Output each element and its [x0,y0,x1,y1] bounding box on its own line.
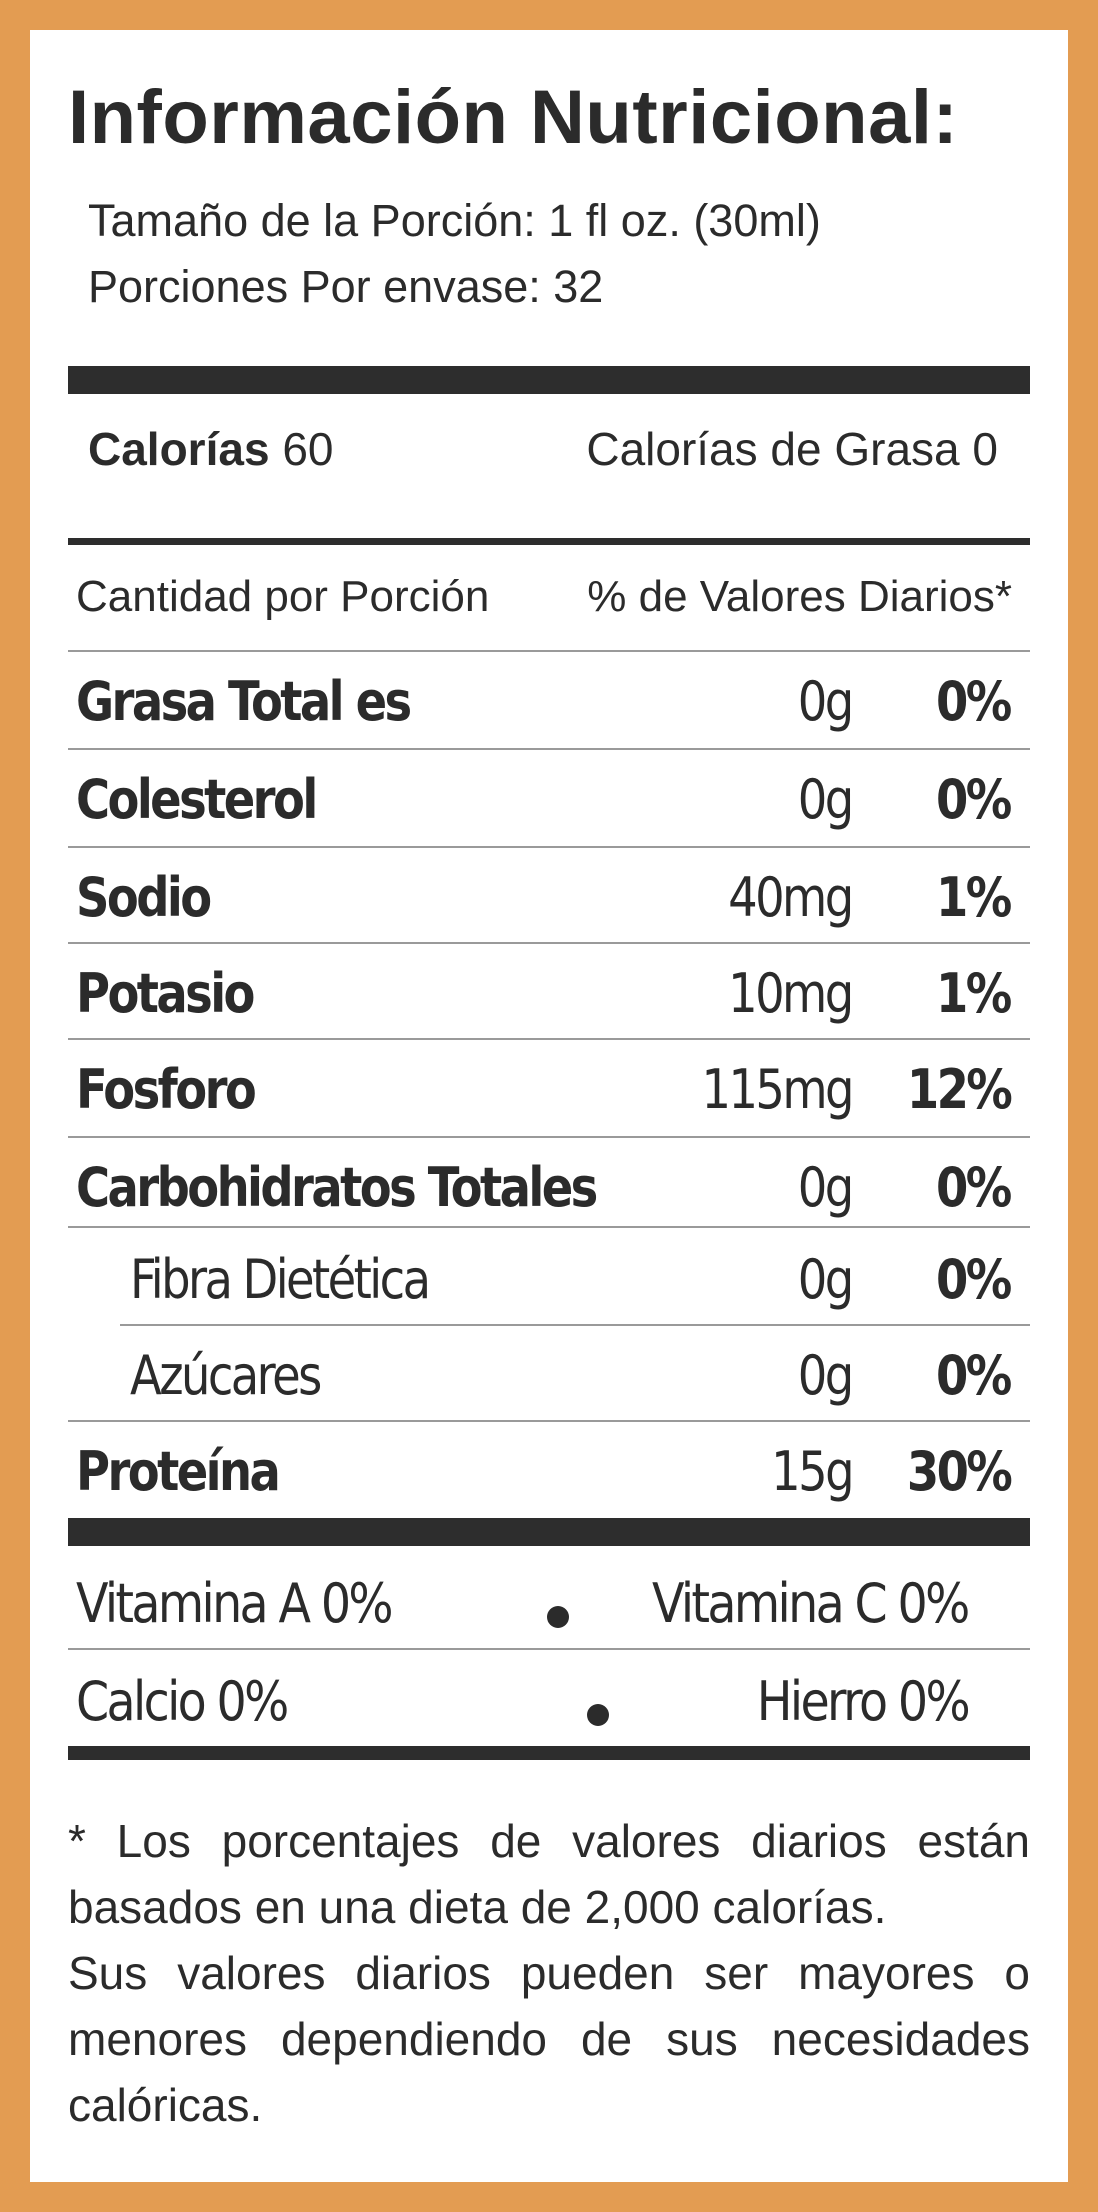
nutrient-amount: 40mg [728,866,855,929]
bullet-icon [587,1704,609,1726]
nutrient-name: Sodio [76,866,212,929]
nutrient-amount: 0g [798,670,854,733]
nutrient-row-cholesterol: Colesterol 0g 0% [68,750,1030,846]
amount-per-serving-label: Cantidad por Porción [76,572,490,621]
calories-label: Calorías [88,423,270,475]
row-divider [120,1324,1030,1326]
nutrient-row-protein: Proteína 15g 30% [68,1422,1030,1518]
row-divider [68,650,1030,652]
nutrient-amount: 10mg [728,962,855,1025]
calcium: Calcio 0% [76,1670,289,1733]
nutrient-daily-value: 0% [936,1344,1012,1407]
row-divider [68,1136,1030,1138]
nutrient-row-total-carbs: Carbohidratos Totales 0g 0% [68,1138,1030,1234]
nutrient-amount: 115mg [701,1058,855,1121]
nutrient-amount: 0g [798,768,854,831]
nutrient-daily-value: 0% [936,670,1012,733]
nutrient-row-sugars: Azúcares 0g 0% [68,1326,1030,1422]
vitamin-c: Vitamina C 0% [652,1572,970,1635]
nutrient-name: Proteína [76,1440,281,1503]
footnote: * Los porcentajes de valores diarios est… [68,1808,1030,2138]
label-title: Información Nutricional: [68,75,959,160]
nutrient-row-phosphorus: Fosforo 115mg 12% [68,1040,1030,1136]
iron: Hierro 0% [756,1670,971,1733]
vitamin-row-2: Calcio 0% Hierro 0% [68,1654,1030,1750]
row-divider [68,942,1030,944]
footnote-needs: Sus valores diarios pueden ser mayores o… [68,1947,1030,2131]
nutrient-row-potassium: Potasio 10mg 1% [68,944,1030,1040]
nutrient-daily-value: 12% [906,1058,1013,1121]
row-divider [68,1420,1030,1422]
nutrient-name: Fibra Dietética [130,1248,431,1311]
nutrient-amount: 0g [798,1156,854,1219]
nutrient-name: Fosforo [76,1058,257,1121]
nutrient-amount: 0g [798,1248,854,1311]
nutrient-row-sodium: Sodio 40mg 1% [68,848,1030,944]
nutrient-daily-value: 0% [936,1248,1012,1311]
nutrient-row-dietary-fiber: Fibra Dietética 0g 0% [68,1230,1030,1326]
daily-value-header: % de Valores Diarios* [587,572,1012,621]
vitamin-a: Vitamina A 0% [76,1572,394,1635]
nutrient-name: Azúcares [130,1344,322,1407]
nutrient-amount: 15g [771,1440,854,1503]
thick-divider-top [68,366,1030,394]
nutrient-name: Colesterol [76,768,318,831]
footnote-daily-values: * Los porcentajes de valores diarios est… [68,1815,1030,1933]
nutrient-daily-value: 0% [936,1156,1012,1219]
thick-divider-bottom [68,1746,1030,1760]
calories-value: 60 [282,423,334,475]
servings-per-container: Porciones Por envase: 32 [88,261,604,312]
nutrient-daily-value: 30% [906,1440,1013,1503]
row-divider [68,1648,1030,1650]
vitamin-row-1: Vitamina A 0% Vitamina C 0% [68,1556,1030,1652]
medium-divider [68,538,1030,545]
thick-divider-middle [68,1518,1030,1546]
serving-size: Tamaño de la Porción: 1 fl oz. (30ml) [88,195,821,246]
nutrient-daily-value: 1% [936,866,1012,929]
nutrient-name: Grasa Total es [76,670,412,733]
row-divider [68,748,1030,750]
calories: Calorías 60 [88,422,333,476]
fat-calories: Calorías de Grasa 0 [586,423,998,475]
nutrient-daily-value: 1% [936,962,1012,1025]
nutrient-daily-value: 0% [936,768,1012,831]
nutrient-name: Carbohidratos Totales [76,1156,598,1219]
nutrient-name: Potasio [76,962,255,1025]
row-divider [68,1038,1030,1040]
bullet-icon [547,1606,569,1628]
nutrient-row-total-fat: Grasa Total es 0g 0% [68,652,1030,748]
row-divider [68,1226,1030,1228]
nutrient-amount: 0g [798,1344,854,1407]
calories-row: Calorías 60 Calorías de Grasa 0 [68,422,1030,482]
row-divider [68,846,1030,848]
